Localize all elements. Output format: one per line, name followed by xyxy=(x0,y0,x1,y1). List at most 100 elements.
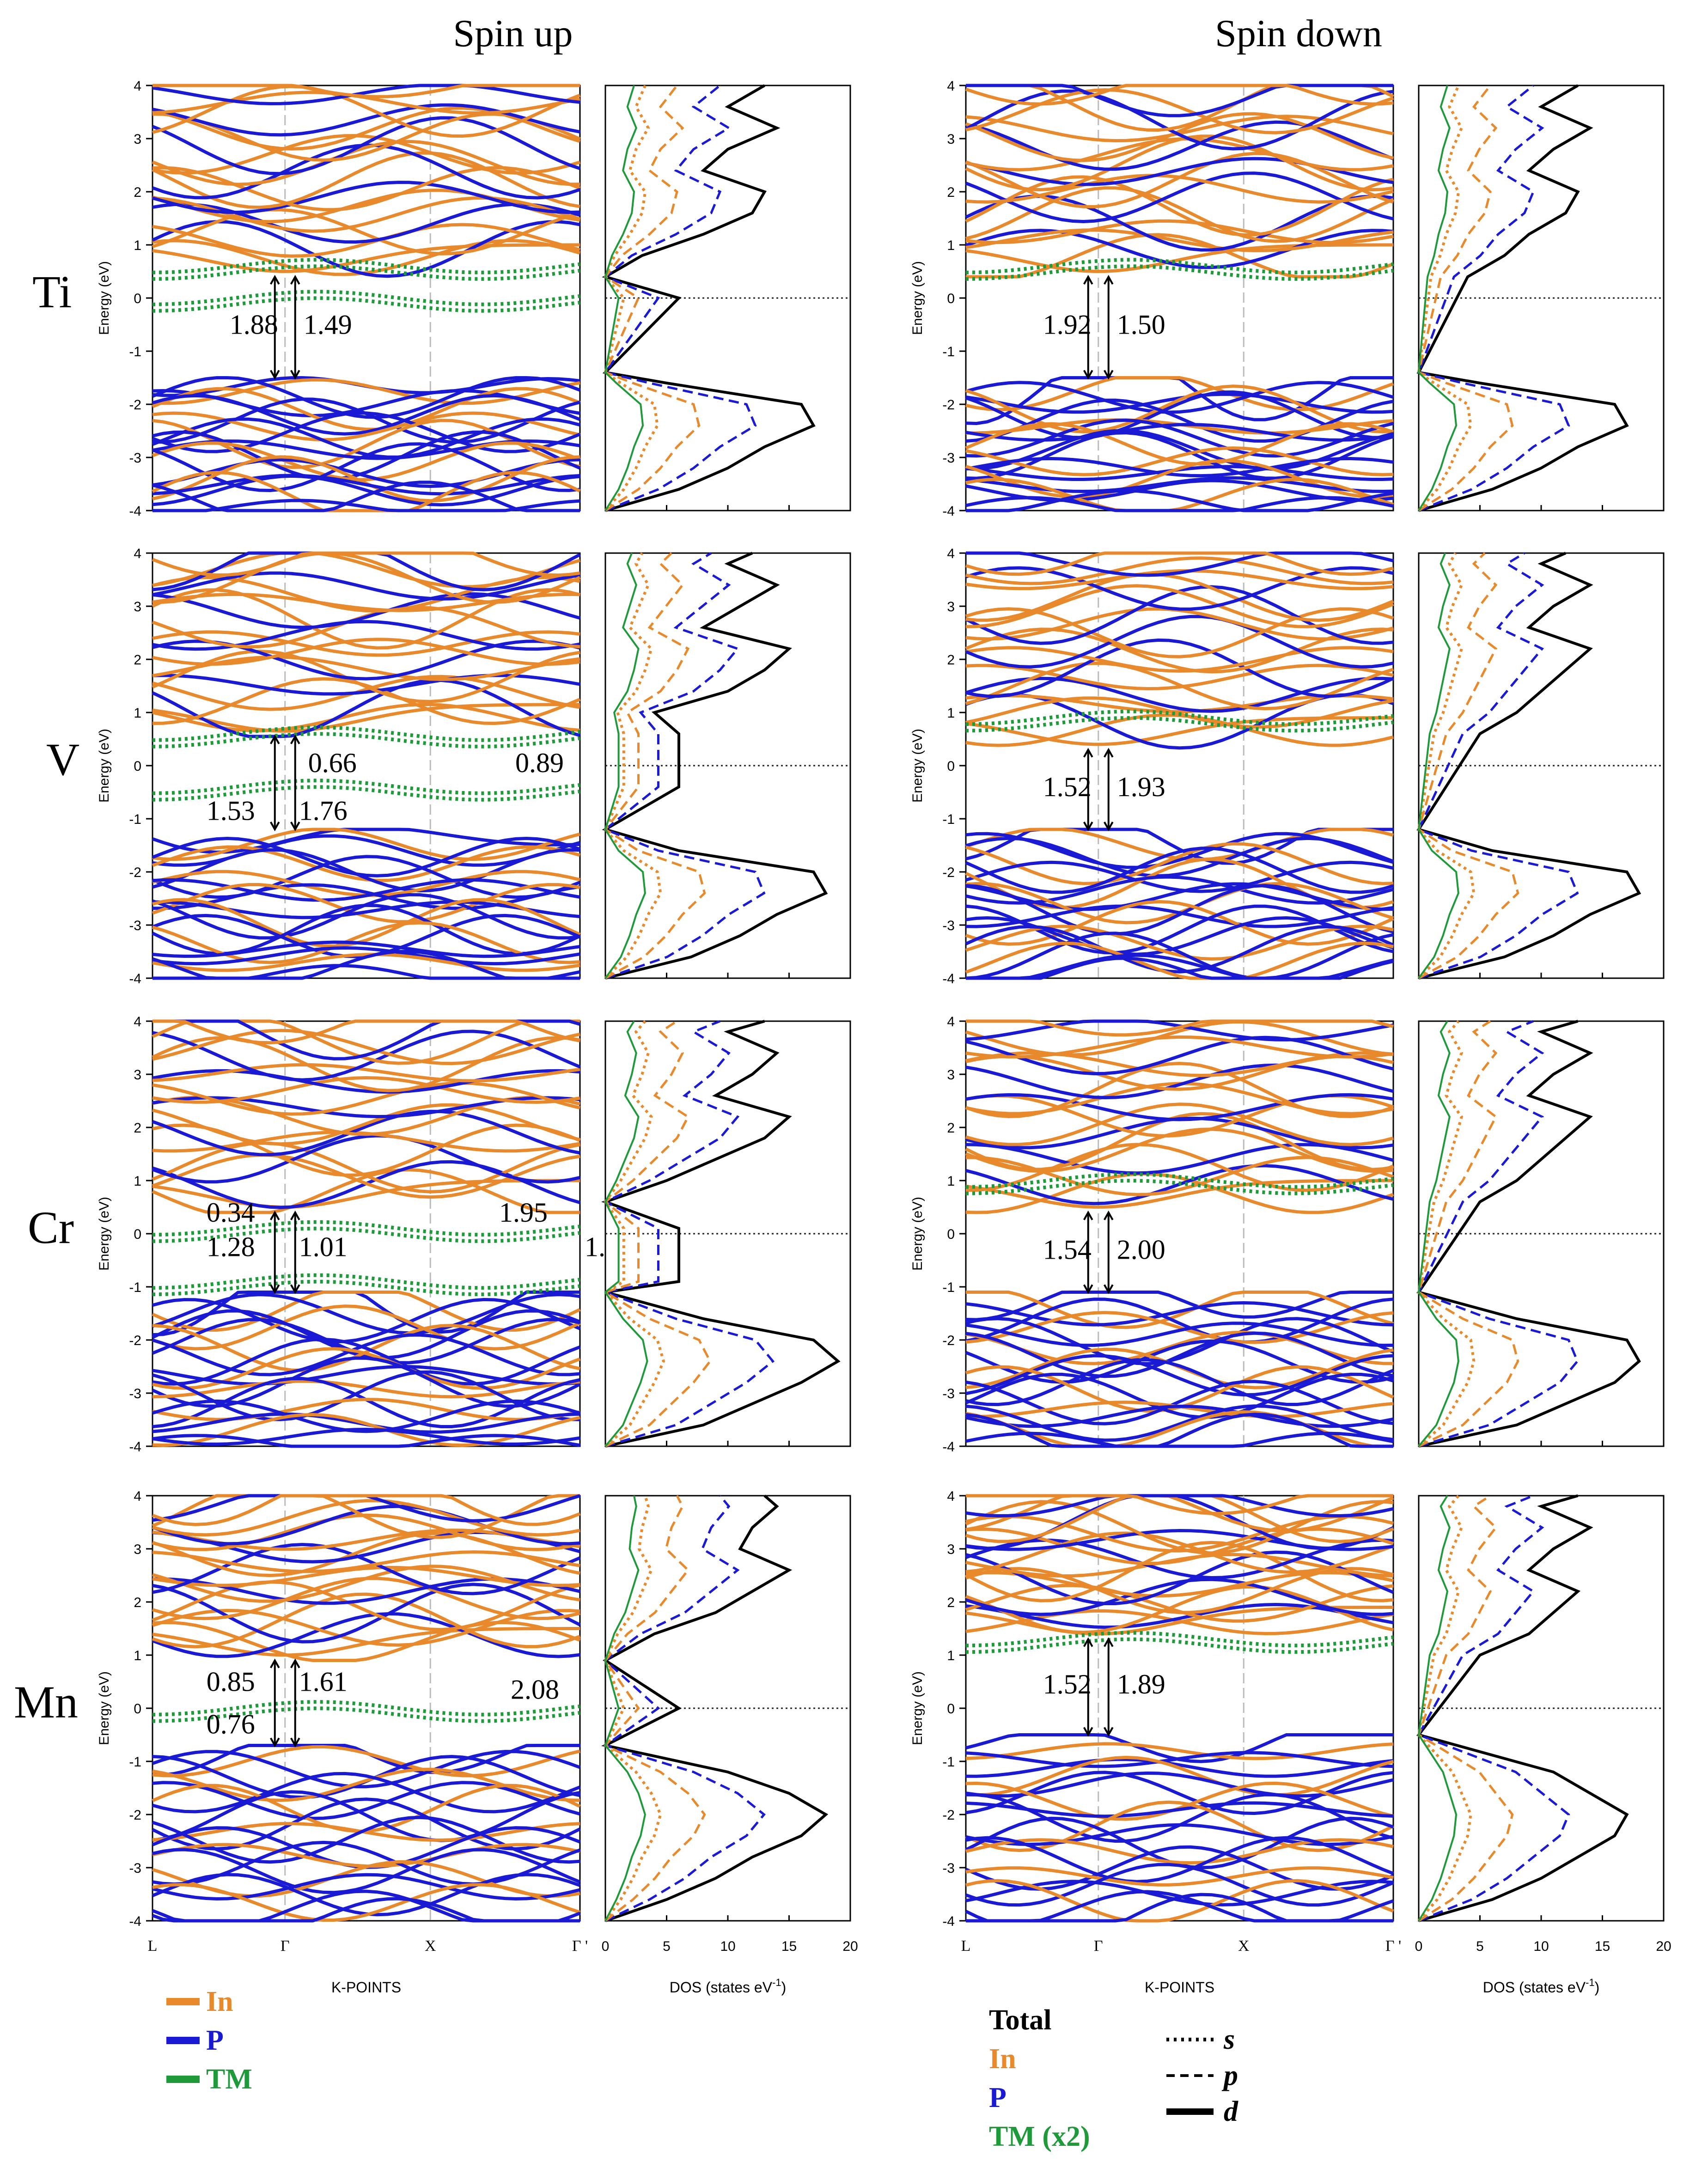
gap-label: 0.66 xyxy=(308,748,357,778)
conduction-band-line xyxy=(965,1112,1394,1171)
valence-band-line xyxy=(965,1879,1394,1923)
y-tick-label: 1 xyxy=(947,238,955,253)
valence-band-line xyxy=(965,1880,1394,1906)
conduction-band-line xyxy=(966,84,1393,117)
conduction-band-line xyxy=(152,655,580,681)
dos-x-tick-label: 15 xyxy=(1595,1939,1610,1954)
conduction-band-line xyxy=(152,551,580,577)
dos-tm-line xyxy=(604,553,646,979)
y-tick-label: 4 xyxy=(134,79,141,94)
x-axis-label-dos: DOS (states eV-1) xyxy=(1483,1977,1600,1996)
y-tick-label: 1 xyxy=(947,706,955,721)
conduction-band-line xyxy=(152,620,580,651)
gap-arrow-head xyxy=(1083,1284,1093,1294)
impurity-level-line xyxy=(965,1179,1394,1195)
kpoint-label: L xyxy=(148,1937,158,1955)
conduction-band-line xyxy=(965,551,1394,576)
valence-band-line xyxy=(965,1372,1394,1419)
valence-band-line xyxy=(965,1354,1394,1397)
x-axis-label-kpoints: K-POINTS xyxy=(1145,1979,1214,1996)
y-tick-label: 3 xyxy=(947,132,955,147)
y-tick-label: 4 xyxy=(134,1014,141,1029)
legend-dos-in: In xyxy=(989,2043,1016,2075)
y-tick-label: 4 xyxy=(947,1489,955,1504)
row-label-mn: Mn xyxy=(14,1676,78,1728)
y-tick-label: 2 xyxy=(947,1121,955,1136)
conduction-band-line xyxy=(152,1532,580,1577)
dos-total-line xyxy=(1416,552,1641,980)
solid-line-icon xyxy=(1166,2108,1214,2115)
legend-item-p: P xyxy=(166,2021,252,2060)
conduction-bands xyxy=(152,1494,581,1662)
valence-band-line xyxy=(152,953,580,972)
dos-in-line xyxy=(603,1495,706,1922)
valence-band-line xyxy=(965,422,1394,466)
band-panel-cr-spin-down: -4 -3 -2 -1 0 1 2 3 4 Energy (eV) 1.54 2.00 xyxy=(910,1014,1394,1455)
gap-label: 1.89 xyxy=(1117,1669,1165,1699)
conduction-band-line xyxy=(965,1061,1394,1118)
dos-orbital-legend: s p d xyxy=(1165,2022,1238,2130)
conduction-band-line xyxy=(152,1608,580,1647)
conduction-band-line xyxy=(965,1494,1394,1518)
valence-band-line xyxy=(152,481,580,512)
y-tick-label: -4 xyxy=(129,971,141,987)
gap-arrow-head xyxy=(290,1658,300,1669)
conduction-band-line xyxy=(152,1153,580,1199)
impurity-level-line xyxy=(152,1226,580,1243)
dos-tm-line xyxy=(604,1495,646,1921)
dos-panel-ti-spin-up xyxy=(602,84,851,512)
valence-band-line xyxy=(152,848,580,893)
valence-band-line xyxy=(965,882,1394,911)
dos-p-line xyxy=(603,552,766,980)
legend-label-tm: TM xyxy=(206,2063,252,2095)
conduction-band-line xyxy=(965,89,1394,151)
valence-band-line xyxy=(152,1297,581,1344)
conduction-band-line xyxy=(965,1577,1394,1616)
y-tick-label: -2 xyxy=(942,865,955,880)
y-tick-label: 2 xyxy=(134,1121,141,1136)
dos-total-line xyxy=(601,1494,829,1922)
conduction-band-line xyxy=(152,1494,581,1526)
impurity-level-line xyxy=(152,258,580,274)
conduction-band-line xyxy=(152,208,580,256)
y-tick-label: 1 xyxy=(134,706,141,721)
conduction-band-line xyxy=(152,143,581,200)
conduction-band-line xyxy=(152,551,581,604)
y-tick-label: -3 xyxy=(129,1861,141,1876)
conduction-band-line xyxy=(152,1583,581,1644)
conduction-band-line xyxy=(965,1035,1394,1059)
y-tick-label: 4 xyxy=(134,1489,141,1504)
conduction-band-line xyxy=(965,627,1394,674)
y-tick-label: -3 xyxy=(942,451,955,466)
gap-arrow-head xyxy=(270,822,280,832)
valence-bands xyxy=(965,1291,1394,1448)
gap-arrow-head xyxy=(290,734,300,744)
valence-band-line xyxy=(152,1790,580,1842)
conduction-band-line xyxy=(152,106,581,151)
gap-label: 0.76 xyxy=(207,1709,255,1739)
valence-band-line xyxy=(152,1750,581,1789)
impurity-level-line xyxy=(965,1172,1394,1189)
legend-orbital-s: s xyxy=(1165,2022,1238,2058)
valence-band-line xyxy=(152,1427,580,1446)
conduction-band-line xyxy=(966,551,1394,577)
gap-arrow-head xyxy=(1104,1284,1114,1294)
y-tick-label: -2 xyxy=(129,397,141,413)
y-tick-label: -2 xyxy=(942,397,955,413)
legend-item-tm: TM xyxy=(166,2060,252,2099)
valence-band-line xyxy=(965,1866,1394,1887)
y-tick-label: -3 xyxy=(129,451,141,466)
legend-dos-tm: TM (x2) xyxy=(989,2121,1090,2152)
dos-x-tick-label: 10 xyxy=(720,1939,735,1954)
y-tick-label: 2 xyxy=(134,652,141,668)
dos-species-legend: Total In P TM (x2) xyxy=(989,2001,1090,2156)
y-tick-label: -1 xyxy=(129,1280,141,1295)
y-tick-label: -1 xyxy=(129,812,141,827)
conduction-band-line xyxy=(152,638,580,666)
y-tick-label: 2 xyxy=(947,185,955,200)
dos-x-tick-label: 20 xyxy=(842,1939,858,1954)
kpoint-label: X xyxy=(425,1937,436,1955)
y-tick-label: 3 xyxy=(947,599,955,615)
conduction-band-line xyxy=(965,228,1394,252)
valence-band-line xyxy=(965,1331,1394,1378)
